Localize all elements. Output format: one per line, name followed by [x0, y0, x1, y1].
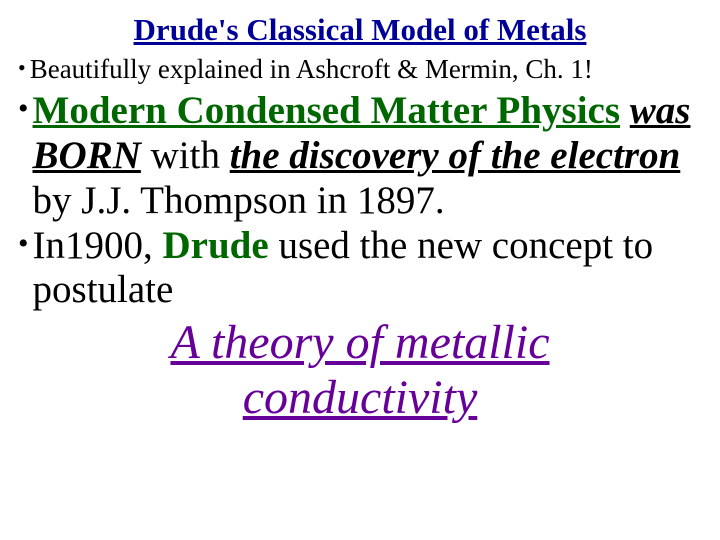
slide-title: Drude's Classical Model of Metals	[18, 12, 702, 48]
text-span: with	[141, 134, 230, 177]
conclusion: A theory of metallic conductivity	[18, 315, 702, 425]
bullet-item-1: • Modern Condensed Matter Physics was BO…	[18, 89, 702, 224]
subtitle-bullet: •	[18, 54, 30, 81]
text-span: In1900,	[33, 224, 163, 267]
subtitle-row: • Beautifully explained in Ashcroft & Me…	[18, 54, 702, 85]
main-bullets: • Modern Condensed Matter Physics was BO…	[18, 89, 702, 313]
bullet-content-1: Modern Condensed Matter Physics was BORN…	[33, 89, 702, 224]
subtitle-text: Beautifully explained in Ashcroft & Merm…	[30, 54, 702, 85]
text-span	[620, 89, 630, 132]
bullet-glyph: •	[18, 224, 33, 263]
bullet-content-2: In1900, Drude used the new concept to po…	[33, 224, 702, 314]
text-span: Modern Condensed Matter Physics	[33, 89, 621, 132]
bullet-item-2: • In1900, Drude used the new concept to …	[18, 224, 702, 314]
conclusion-line1: A theory of metallic	[170, 316, 549, 369]
bullet-glyph: •	[18, 89, 33, 128]
conclusion-line2: conductivity	[243, 371, 478, 424]
text-span: Drude	[163, 224, 269, 267]
text-span: by J.J. Thompson in 1897.	[33, 179, 445, 222]
text-span: the discovery of the electron	[230, 134, 681, 177]
